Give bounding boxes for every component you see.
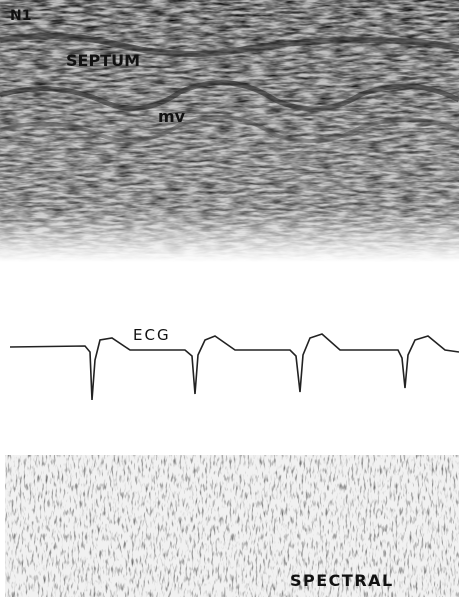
panel-label: N1 [10,8,31,24]
page: {"labels": {"panel": "N1", "septum": "SE… [0,0,459,597]
echocardiogram: N1 SEPTUM mv ECG SPECTRAL [0,0,459,597]
spectral-label: SPECTRAL [290,571,394,590]
m-mode-band [0,0,459,262]
septum-label: SEPTUM [66,51,140,70]
ecg-trace [10,334,459,400]
mv-label: mv [158,107,186,126]
ecg-label: ECG [133,326,171,344]
